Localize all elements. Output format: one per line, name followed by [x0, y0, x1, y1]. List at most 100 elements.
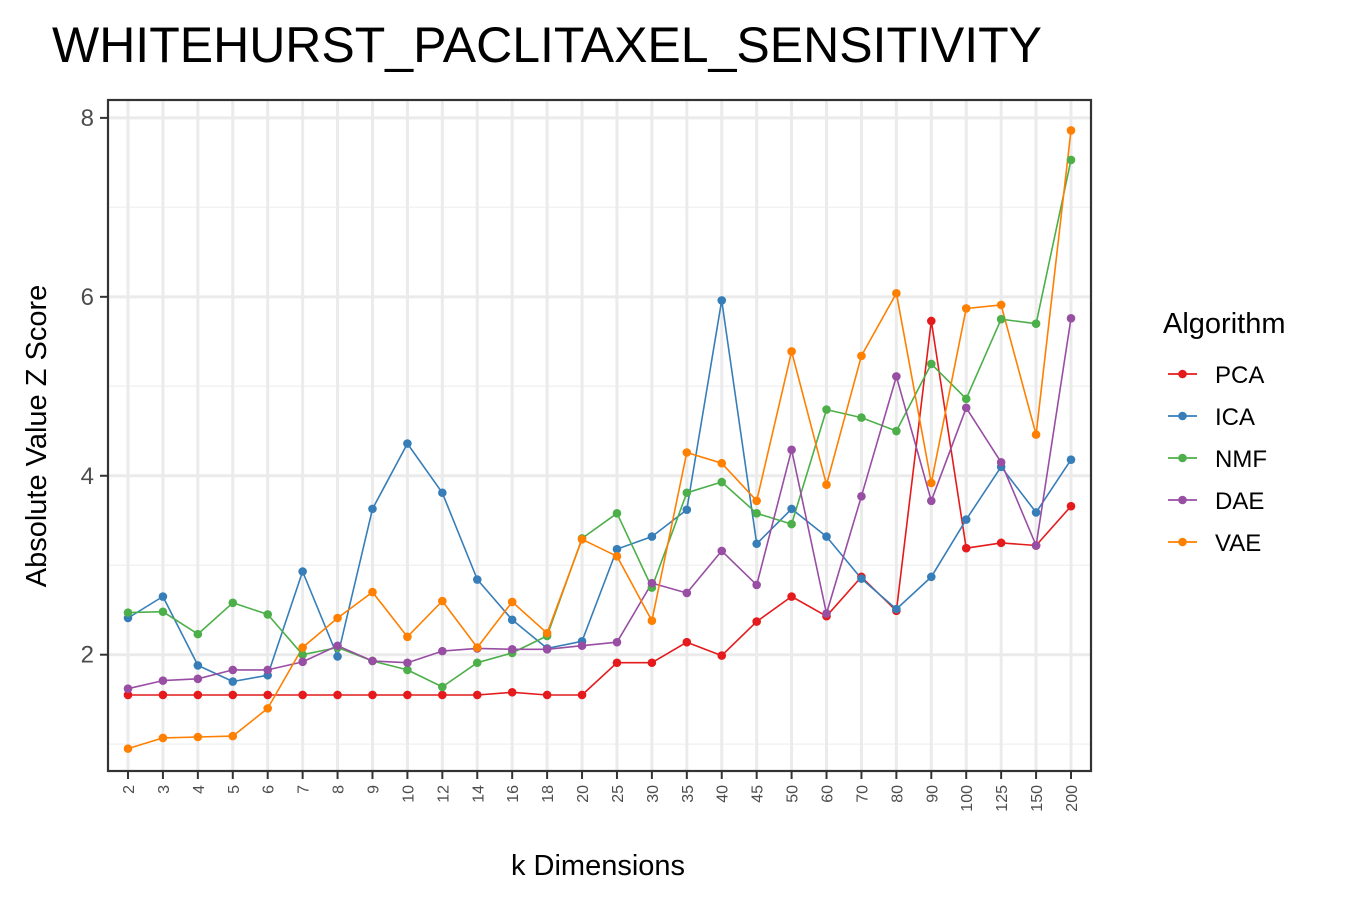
data-point-pca	[193, 690, 203, 700]
x-tick-label: 10	[400, 785, 417, 803]
y-tick-label: 2	[81, 642, 94, 669]
data-point-dae	[403, 658, 412, 668]
data-point-vae	[961, 304, 971, 313]
data-point-pca	[333, 690, 342, 700]
data-point-pca	[507, 687, 517, 697]
data-point-vae	[647, 616, 657, 625]
legend-swatch-point-nmf	[1178, 453, 1187, 463]
data-point-dae	[926, 496, 936, 506]
data-point-pca	[577, 690, 587, 700]
data-point-ica	[822, 532, 831, 541]
data-point-nmf	[1031, 319, 1041, 328]
data-point-ica	[403, 439, 412, 448]
data-point-nmf	[717, 477, 727, 487]
series-line-nmf	[127, 159, 1072, 688]
data-point-vae	[612, 551, 622, 561]
x-tick-label: 5	[226, 785, 243, 794]
data-point-ica	[507, 615, 517, 625]
data-point-nmf	[996, 314, 1006, 324]
data-point-vae	[368, 587, 377, 597]
data-point-pca	[787, 592, 796, 601]
data-point-ica	[472, 575, 482, 584]
data-point-dae	[996, 458, 1006, 467]
data-point-pca	[996, 538, 1006, 548]
y-axis-title: Absolute Value Z Score	[21, 285, 53, 588]
data-point-vae	[1031, 430, 1041, 439]
data-point-ica	[368, 504, 377, 514]
data-point-nmf	[822, 405, 831, 414]
data-point-vae	[228, 731, 238, 741]
data-point-ica	[1031, 508, 1041, 517]
data-point-pca	[542, 690, 552, 700]
series-lines	[127, 130, 1072, 750]
data-point-pca	[438, 690, 447, 700]
x-tick-label: 9	[365, 785, 382, 794]
x-tick-label: 60	[820, 785, 837, 803]
series-line-ica	[127, 299, 1072, 683]
data-point-vae	[822, 480, 831, 490]
data-point-nmf	[438, 682, 447, 692]
data-point-vae	[158, 733, 168, 743]
data-point-dae	[961, 403, 971, 413]
data-point-nmf	[158, 607, 168, 617]
legend-label-vae: VAE	[1215, 530, 1261, 557]
legend: Algorithm PCA ICA NMF DAE VAE	[1163, 308, 1286, 557]
x-tick-label: 80	[889, 785, 906, 803]
x-axis: 2 3 4 5 6 7 8 9 10 12 14 16 18 20 25 30 35 40 45 50 60 70 80 90…	[121, 771, 1081, 812]
data-point-ica	[193, 661, 203, 670]
x-tick-label: 8	[331, 785, 348, 794]
x-tick-label: 45	[750, 785, 767, 803]
data-point-vae	[717, 458, 727, 468]
plot-border	[106, 98, 1093, 773]
data-point-ica	[612, 544, 622, 554]
x-tick-label: 2	[121, 785, 138, 794]
data-point-dae	[123, 684, 133, 693]
data-point-vae	[787, 347, 796, 356]
x-tick-label: 90	[924, 785, 941, 803]
data-point-nmf	[1066, 155, 1076, 165]
data-point-pca	[647, 658, 657, 668]
data-point-dae	[158, 676, 168, 685]
data-point-dae	[438, 646, 447, 656]
series-line-pca	[128, 320, 1072, 696]
data-point-dae	[752, 580, 761, 590]
data-point-vae	[403, 632, 412, 642]
y-tick-label: 8	[81, 105, 94, 132]
data-point-ica	[857, 574, 866, 583]
data-point-nmf	[298, 650, 307, 659]
data-point-ica	[647, 532, 657, 541]
legend-swatch-point-ica	[1178, 411, 1187, 421]
x-tick-label: 125	[994, 785, 1011, 812]
data-point-ica	[333, 652, 342, 661]
x-tick-label: 20	[575, 785, 592, 803]
data-point-dae	[1031, 541, 1041, 550]
legend-label-nmf: NMF	[1215, 446, 1267, 473]
data-point-vae	[507, 597, 517, 607]
data-point-nmf	[961, 394, 971, 404]
x-tick-label: 200	[1064, 785, 1081, 812]
data-point-nmf	[857, 413, 866, 422]
data-point-vae	[472, 643, 482, 652]
data-point-vae	[333, 613, 342, 623]
data-point-vae	[682, 448, 692, 457]
data-point-pca	[1066, 501, 1076, 511]
data-point-vae	[123, 744, 133, 753]
y-axis: 2 4 6 8	[81, 105, 108, 669]
x-tick-label: 150	[1029, 785, 1046, 812]
series-line-vae	[127, 130, 1072, 750]
legend-swatch-point-dae	[1178, 495, 1187, 505]
x-tick-label: 70	[854, 785, 871, 803]
data-point-pca	[752, 617, 761, 626]
data-point-nmf	[472, 658, 482, 668]
x-tick-label: 100	[959, 785, 976, 812]
data-point-dae	[787, 445, 796, 455]
x-tick-label: 4	[191, 785, 208, 794]
data-point-dae	[577, 641, 587, 651]
x-tick-label: 50	[785, 785, 802, 803]
data-point-dae	[263, 665, 273, 675]
data-point-vae	[193, 732, 203, 742]
legend-swatch-point-vae	[1178, 537, 1187, 547]
data-point-ica	[438, 488, 447, 498]
legend-label-dae: DAE	[1215, 488, 1264, 515]
data-point-dae	[193, 674, 203, 684]
